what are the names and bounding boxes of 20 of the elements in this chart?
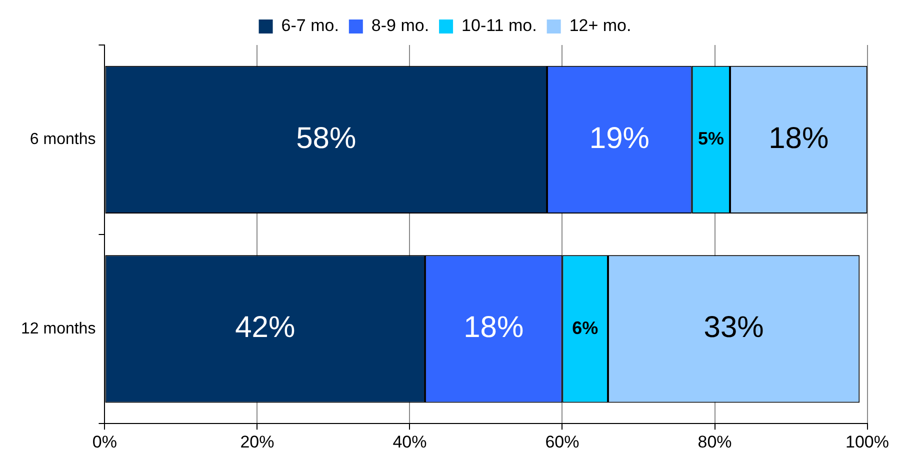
data-label: 42% — [235, 311, 296, 344]
x-tick-label: 100% — [846, 432, 889, 452]
data-label: 18% — [464, 311, 524, 344]
x-tick-label: 20% — [240, 432, 274, 452]
data-label: 6% — [572, 318, 598, 338]
x-tick-label: 40% — [392, 432, 427, 452]
y-tick-label: 12 months — [20, 320, 96, 338]
x-tick-label: 60% — [545, 432, 580, 452]
x-tick-label: 80% — [698, 432, 732, 452]
data-label: 18% — [768, 122, 829, 155]
data-label: 33% — [704, 311, 764, 344]
legend-label: 10-11 mo. — [462, 16, 537, 36]
legend-label: 12+ mo. — [569, 16, 632, 36]
data-label: 19% — [589, 122, 650, 155]
data-label: 5% — [698, 128, 724, 149]
legend-label: 8-9 mo. — [371, 16, 430, 36]
x-tick-label: 0% — [92, 432, 117, 452]
data-label: 58% — [296, 122, 356, 155]
legend-label: 6-7 mo. — [281, 16, 339, 36]
y-tick-label: 6 months — [30, 131, 96, 148]
